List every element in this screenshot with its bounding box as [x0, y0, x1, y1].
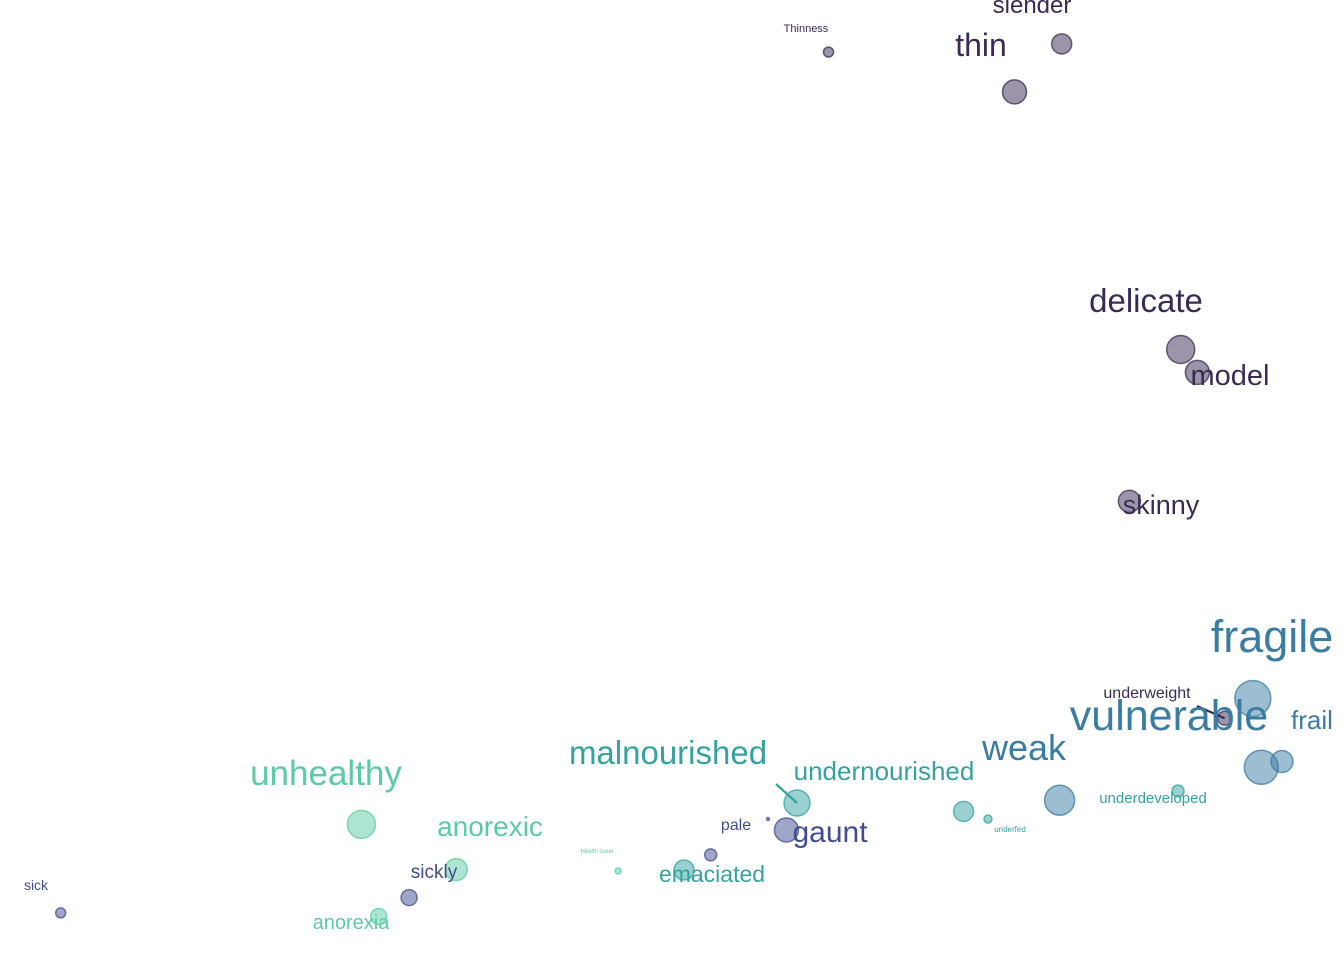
point-health-issue: [614, 867, 622, 875]
label-health-issue: Health issue: [580, 849, 614, 855]
point-sickly: [400, 888, 418, 907]
label-thinness: Thinness: [784, 23, 829, 35]
point-fragile: [1234, 679, 1272, 718]
point-undernourished: [952, 800, 975, 823]
label-model: model: [1191, 360, 1270, 392]
label-emaciated: emaciated: [659, 861, 765, 887]
point-frail: [1270, 749, 1294, 774]
label-fragile: fragile: [1211, 611, 1334, 662]
point-thinness: [822, 46, 835, 58]
data-points: [54, 33, 1294, 926]
label-gaunt: gaunt: [792, 816, 868, 849]
point-underdeveloped: [1171, 784, 1185, 798]
point-skinny: [1117, 489, 1142, 514]
label-sickly: sickly: [411, 862, 458, 883]
label-unhealthy: unhealthy: [250, 754, 402, 793]
point-weak: [1043, 784, 1076, 816]
point-malnourished: [783, 789, 811, 817]
point-anorexic: [444, 857, 468, 882]
point-underfed: [983, 814, 993, 824]
point-sick: [54, 907, 67, 919]
point-underweight: [1216, 710, 1233, 726]
point-pale: [703, 848, 718, 862]
point-slender: [1050, 33, 1073, 55]
point-gaunt: [773, 817, 800, 843]
label-thin: thin: [955, 27, 1007, 63]
label-underdeveloped: underdeveloped: [1099, 790, 1207, 807]
point-emaciated: [673, 859, 695, 881]
label-skinny: skinny: [1123, 490, 1200, 520]
label-anorexic: anorexic: [437, 811, 543, 842]
data-labels: sick anorexia sickly anorexic unhealthy Healt…: [24, 0, 1333, 934]
point-unlabeled-9: [765, 816, 771, 822]
point-delicate: [1165, 334, 1196, 365]
point-thin: [1001, 79, 1028, 105]
point-anorexia: [369, 907, 388, 926]
label-sick: sick: [24, 877, 49, 893]
label-malnourished: malnourished: [569, 734, 767, 771]
label-underfed: underfed: [994, 825, 1026, 834]
label-vulnerable: vulnerable: [1070, 692, 1268, 740]
label-slender: slender: [993, 0, 1072, 19]
label-weak: weak: [981, 727, 1067, 768]
point-model: [1184, 359, 1211, 386]
label-delicate: delicate: [1089, 282, 1203, 319]
point-unhealthy: [346, 809, 377, 840]
label-undernourished: undernourished: [794, 756, 975, 786]
label-pale: pale: [721, 817, 751, 834]
label-frail: frail: [1291, 705, 1333, 735]
label-underweight: underweight: [1103, 685, 1191, 702]
label-anorexia: anorexia: [313, 912, 391, 934]
